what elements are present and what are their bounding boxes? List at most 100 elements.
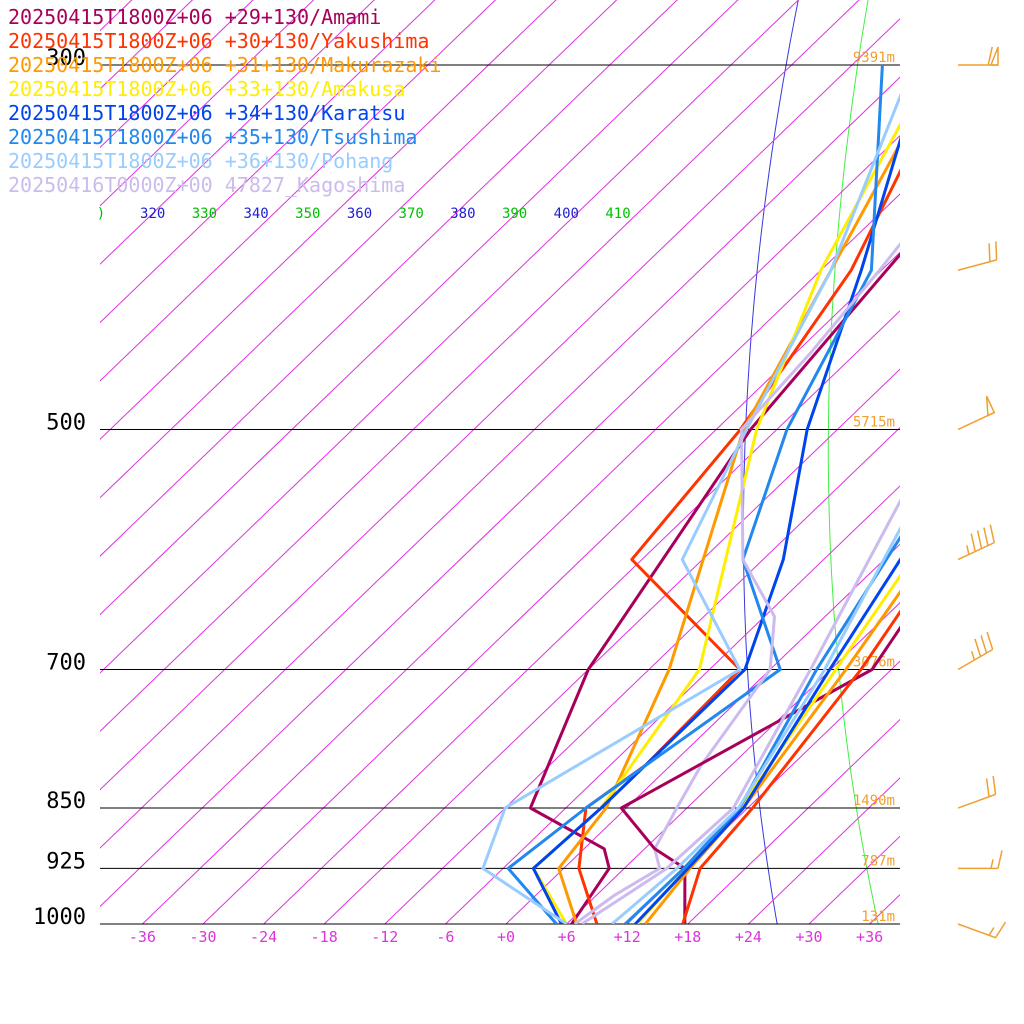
temperature-profile-line	[611, 526, 900, 924]
temperature-profiles	[481, 64, 900, 924]
wind-barb	[957, 631, 994, 671]
height-label: 131m	[861, 909, 895, 925]
dewpoint-profile-line	[506, 64, 884, 924]
theta-label: 380	[450, 206, 475, 222]
temperature-profile-line	[636, 573, 900, 924]
temperature-profile-line	[644, 589, 900, 924]
wind-barb	[957, 524, 995, 561]
dewpoint-profile-line	[481, 92, 900, 924]
wind-barbs	[957, 46, 1007, 939]
temperature-tick-label: -30	[189, 928, 216, 946]
isotherm-line	[894, 0, 1024, 959]
temperature-profile-line	[580, 498, 900, 924]
legend-entry: 20250415T1800Z+06 +31+130/Makurazaki	[8, 53, 441, 77]
temperature-tick-label: -12	[371, 928, 398, 946]
pressure-label: 925	[46, 849, 86, 874]
isotherm-line	[100, 0, 194, 90]
isotherm-line	[100, 0, 739, 616]
isotherm-line	[384, 426, 900, 924]
isotherm-line	[100, 0, 315, 207]
theta-label: 390	[502, 206, 527, 222]
height-label: 9391m	[853, 50, 895, 66]
isotherm-line	[100, 0, 254, 149]
legend: 20250415T1800Z+06 +29+130/Amami20250415T…	[8, 5, 441, 197]
pressure-label: 700	[46, 651, 86, 676]
temperature-tick-label: -36	[129, 928, 156, 946]
theta-line	[827, 0, 879, 924]
height-label: 1490m	[853, 793, 895, 809]
legend-entry: 20250415T1800Z+06 +35+130/Tsushima	[8, 125, 417, 149]
theta-label: 400	[554, 206, 579, 222]
isotherm-line	[100, 0, 618, 499]
isotherm-line	[100, 0, 436, 324]
legend-entry: 20250415T1800Z+06 +30+130/Yakushima	[8, 29, 429, 53]
wind-barb	[958, 46, 999, 66]
theta-label: 410	[605, 206, 630, 222]
theta-line	[990, 0, 1024, 959]
isotherm-line	[100, 0, 497, 382]
isotherm-line	[100, 0, 375, 265]
isotherm-line	[100, 0, 678, 557]
pressure-label: 500	[46, 410, 86, 435]
pressure-label: 850	[46, 789, 86, 814]
isobars	[100, 64, 900, 925]
temperature-tick-label: +30	[795, 928, 822, 946]
theta-label: 350	[295, 206, 320, 222]
isotherm-line	[687, 718, 900, 924]
height-label: 787m	[861, 853, 895, 869]
temperature-tick-label: -6	[436, 928, 454, 946]
isotherm-line	[262, 310, 900, 924]
theta-labels: ) 320 330 340 350 360 370 380 390 400 410	[97, 206, 631, 222]
pressure-label: 300	[46, 46, 86, 71]
isotherm-line	[626, 660, 900, 924]
pressure-label: 1000	[33, 905, 86, 930]
wind-barb	[957, 775, 997, 809]
isotherm-line	[747, 777, 900, 924]
isotherm-line	[444, 485, 900, 924]
temperature-tick-label: +0	[497, 928, 515, 946]
theta-label: 340	[243, 206, 268, 222]
theta-label: 330	[192, 206, 217, 222]
temperature-profile-line	[634, 557, 900, 924]
wind-barb	[957, 921, 1007, 939]
temperature-tick-label: +12	[614, 928, 641, 946]
wind-barb	[957, 395, 996, 431]
temperature-tick-label: +36	[856, 928, 883, 946]
isotherm-line	[100, 76, 900, 849]
wind-barb	[957, 241, 998, 271]
legend-entry: 20250415T1800Z+06 +34+130/Karatsu	[8, 101, 405, 125]
temperature-profile-line	[624, 535, 900, 924]
temperature-profile-line	[681, 609, 900, 924]
isotherm-line	[565, 602, 900, 924]
isotherm-line	[100, 0, 800, 674]
temperature-tick-label: +24	[735, 928, 762, 946]
isotherm-line	[505, 543, 900, 924]
isotherm-line	[955, 0, 1024, 959]
theta-label: 370	[399, 206, 424, 222]
height-label: 5715m	[853, 414, 895, 430]
height-labels: 16264m13780m12030m10612m9391m5715m3076m1…	[853, 50, 895, 925]
theta-label: 320	[140, 206, 165, 222]
pressure-labels: 1001502002503005007008509251000	[33, 46, 86, 930]
isotherm-line	[100, 0, 557, 441]
legend-entry: 20250416T0000Z+00 47827_Kagoshima	[8, 173, 405, 197]
temperature-tick-label: -24	[250, 928, 277, 946]
dewpoint-profile-line	[573, 241, 900, 924]
isotherm-line	[100, 18, 900, 791]
dewpoint-profile-line	[528, 252, 900, 924]
legend-entry: 20250415T1800Z+06 +29+130/Amami	[8, 5, 381, 29]
temperature-tick-label: -18	[311, 928, 338, 946]
temperature-tick-label: +6	[558, 928, 576, 946]
isotherm-line	[100, 0, 860, 732]
theta-label: )	[97, 206, 105, 222]
dewpoint-profile-line	[531, 135, 900, 924]
theta-line	[911, 0, 1024, 959]
temperature-tick-labels: -36-30-24-18-12-6+0+6+12+18+24+30+36-66-…	[129, 928, 883, 946]
legend-entry: 20250415T1800Z+06 +33+130/Amakusa	[8, 77, 405, 101]
isotherm-line	[202, 251, 900, 924]
temperature-profile-line	[619, 625, 900, 924]
legend-entry: 20250415T1800Z+06 +36+130/Pohang	[8, 149, 393, 173]
isotherm-line	[141, 193, 900, 924]
isotherm-line	[100, 134, 900, 908]
